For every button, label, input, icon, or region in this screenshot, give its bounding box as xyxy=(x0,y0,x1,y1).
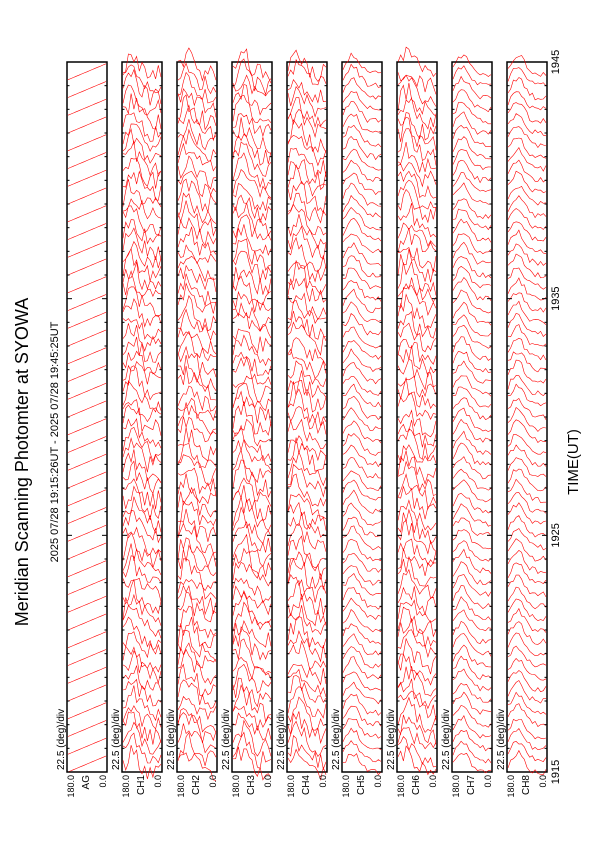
panel-frame xyxy=(506,61,548,773)
time-range-label: 2025 07/28 19:15:26UT - 2025 07/28 19:45… xyxy=(49,321,61,562)
channel-label: CH7 xyxy=(466,775,477,795)
panels-group: 180.0 0.0 AG 22.5 (deg)/div 180.0 0.0 CH1 22.5 … xyxy=(56,46,548,798)
panel-traces xyxy=(397,46,437,776)
scale-label: 22.5 (deg)/div xyxy=(496,709,507,770)
y-tick-label-min: 0.0 xyxy=(483,775,493,788)
y-tick-label-min: 0.0 xyxy=(208,775,218,788)
y-tick-label-min: 0.0 xyxy=(98,775,108,788)
channel-label: CH1 xyxy=(136,775,147,795)
channel-label: CH5 xyxy=(356,775,367,795)
y-tick-label-min: 0.0 xyxy=(428,775,438,788)
x-tick-label: 1945 xyxy=(550,50,562,74)
panel-frame xyxy=(451,61,493,773)
y-tick-label-min: 0.0 xyxy=(263,775,273,788)
y-tick-label-min: 0.0 xyxy=(153,775,163,788)
x-tick-label: 1935 xyxy=(550,286,562,310)
y-tick-label-max: 180.0 xyxy=(231,775,241,798)
y-tick-label-max: 180.0 xyxy=(286,775,296,798)
scale-label: 22.5 (deg)/div xyxy=(221,709,232,770)
x-tick-labels: 1915 1925 1935 1945 xyxy=(550,50,562,784)
panel-frame xyxy=(66,61,108,773)
x-tick-label: 1925 xyxy=(550,523,562,547)
panel-ch1: 180.0 0.0 CH1 22.5 (deg)/div xyxy=(111,53,163,798)
scale-label: 22.5 (deg)/div xyxy=(56,709,67,770)
y-tick-label-max: 180.0 xyxy=(396,775,406,798)
channel-label: CH4 xyxy=(301,775,312,795)
panel-ch6: 180.0 0.0 CH6 22.5 (deg)/div xyxy=(386,46,438,798)
channel-label: AG xyxy=(81,775,92,790)
panel-frame xyxy=(341,61,383,773)
panel-ag: 180.0 0.0 AG 22.5 (deg)/div xyxy=(56,61,108,798)
scale-label: 22.5 (deg)/div xyxy=(331,709,342,770)
y-tick-label-max: 180.0 xyxy=(66,775,76,798)
y-tick-label-max: 180.0 xyxy=(451,775,461,798)
y-tick-label-max: 180.0 xyxy=(121,775,131,798)
y-tick-label-max: 180.0 xyxy=(341,775,351,798)
chart-title: Meridian Scanning Photomter at SYOWA xyxy=(12,298,32,626)
scale-label: 22.5 (deg)/div xyxy=(276,709,287,770)
panel-traces xyxy=(122,53,162,780)
panel-traces xyxy=(287,49,327,781)
scale-label: 22.5 (deg)/div xyxy=(441,709,452,770)
panel-ch4: 180.0 0.0 CH4 22.5 (deg)/div xyxy=(276,49,328,798)
x-axis-label: TIME(UT) xyxy=(565,429,582,495)
scale-label: 22.5 (deg)/div xyxy=(111,709,122,770)
y-tick-label-max: 180.0 xyxy=(506,775,516,798)
panel-traces xyxy=(67,63,107,773)
channel-label: CH8 xyxy=(521,775,532,795)
panel-ch3: 180.0 0.0 CH3 22.5 (deg)/div xyxy=(221,48,273,798)
panel-ch5: 180.0 0.0 CH5 22.5 (deg)/div xyxy=(331,52,383,798)
panel-traces xyxy=(177,47,217,781)
y-tick-label-min: 0.0 xyxy=(538,775,548,788)
panel-traces xyxy=(232,48,272,781)
channel-label: CH3 xyxy=(246,775,257,795)
panel-traces xyxy=(452,54,492,774)
panel-traces xyxy=(342,52,382,776)
scale-label: 22.5 (deg)/div xyxy=(166,709,177,770)
panel-frame xyxy=(396,61,438,773)
channel-label: CH2 xyxy=(191,775,202,795)
channel-label: CH6 xyxy=(411,775,422,795)
panel-ch2: 180.0 0.0 CH2 22.5 (deg)/div xyxy=(166,47,218,798)
scale-label: 22.5 (deg)/div xyxy=(386,709,397,770)
y-tick-label-max: 180.0 xyxy=(176,775,186,798)
x-tick-label: 1915 xyxy=(550,760,562,784)
y-tick-label-min: 0.0 xyxy=(318,775,328,788)
panel-ch8: 180.0 0.0 CH8 22.5 (deg)/div xyxy=(496,55,548,798)
y-tick-label-min: 0.0 xyxy=(373,775,383,788)
panel-ch7: 180.0 0.0 CH7 22.5 (deg)/div xyxy=(441,54,493,798)
panel-traces xyxy=(507,55,547,776)
